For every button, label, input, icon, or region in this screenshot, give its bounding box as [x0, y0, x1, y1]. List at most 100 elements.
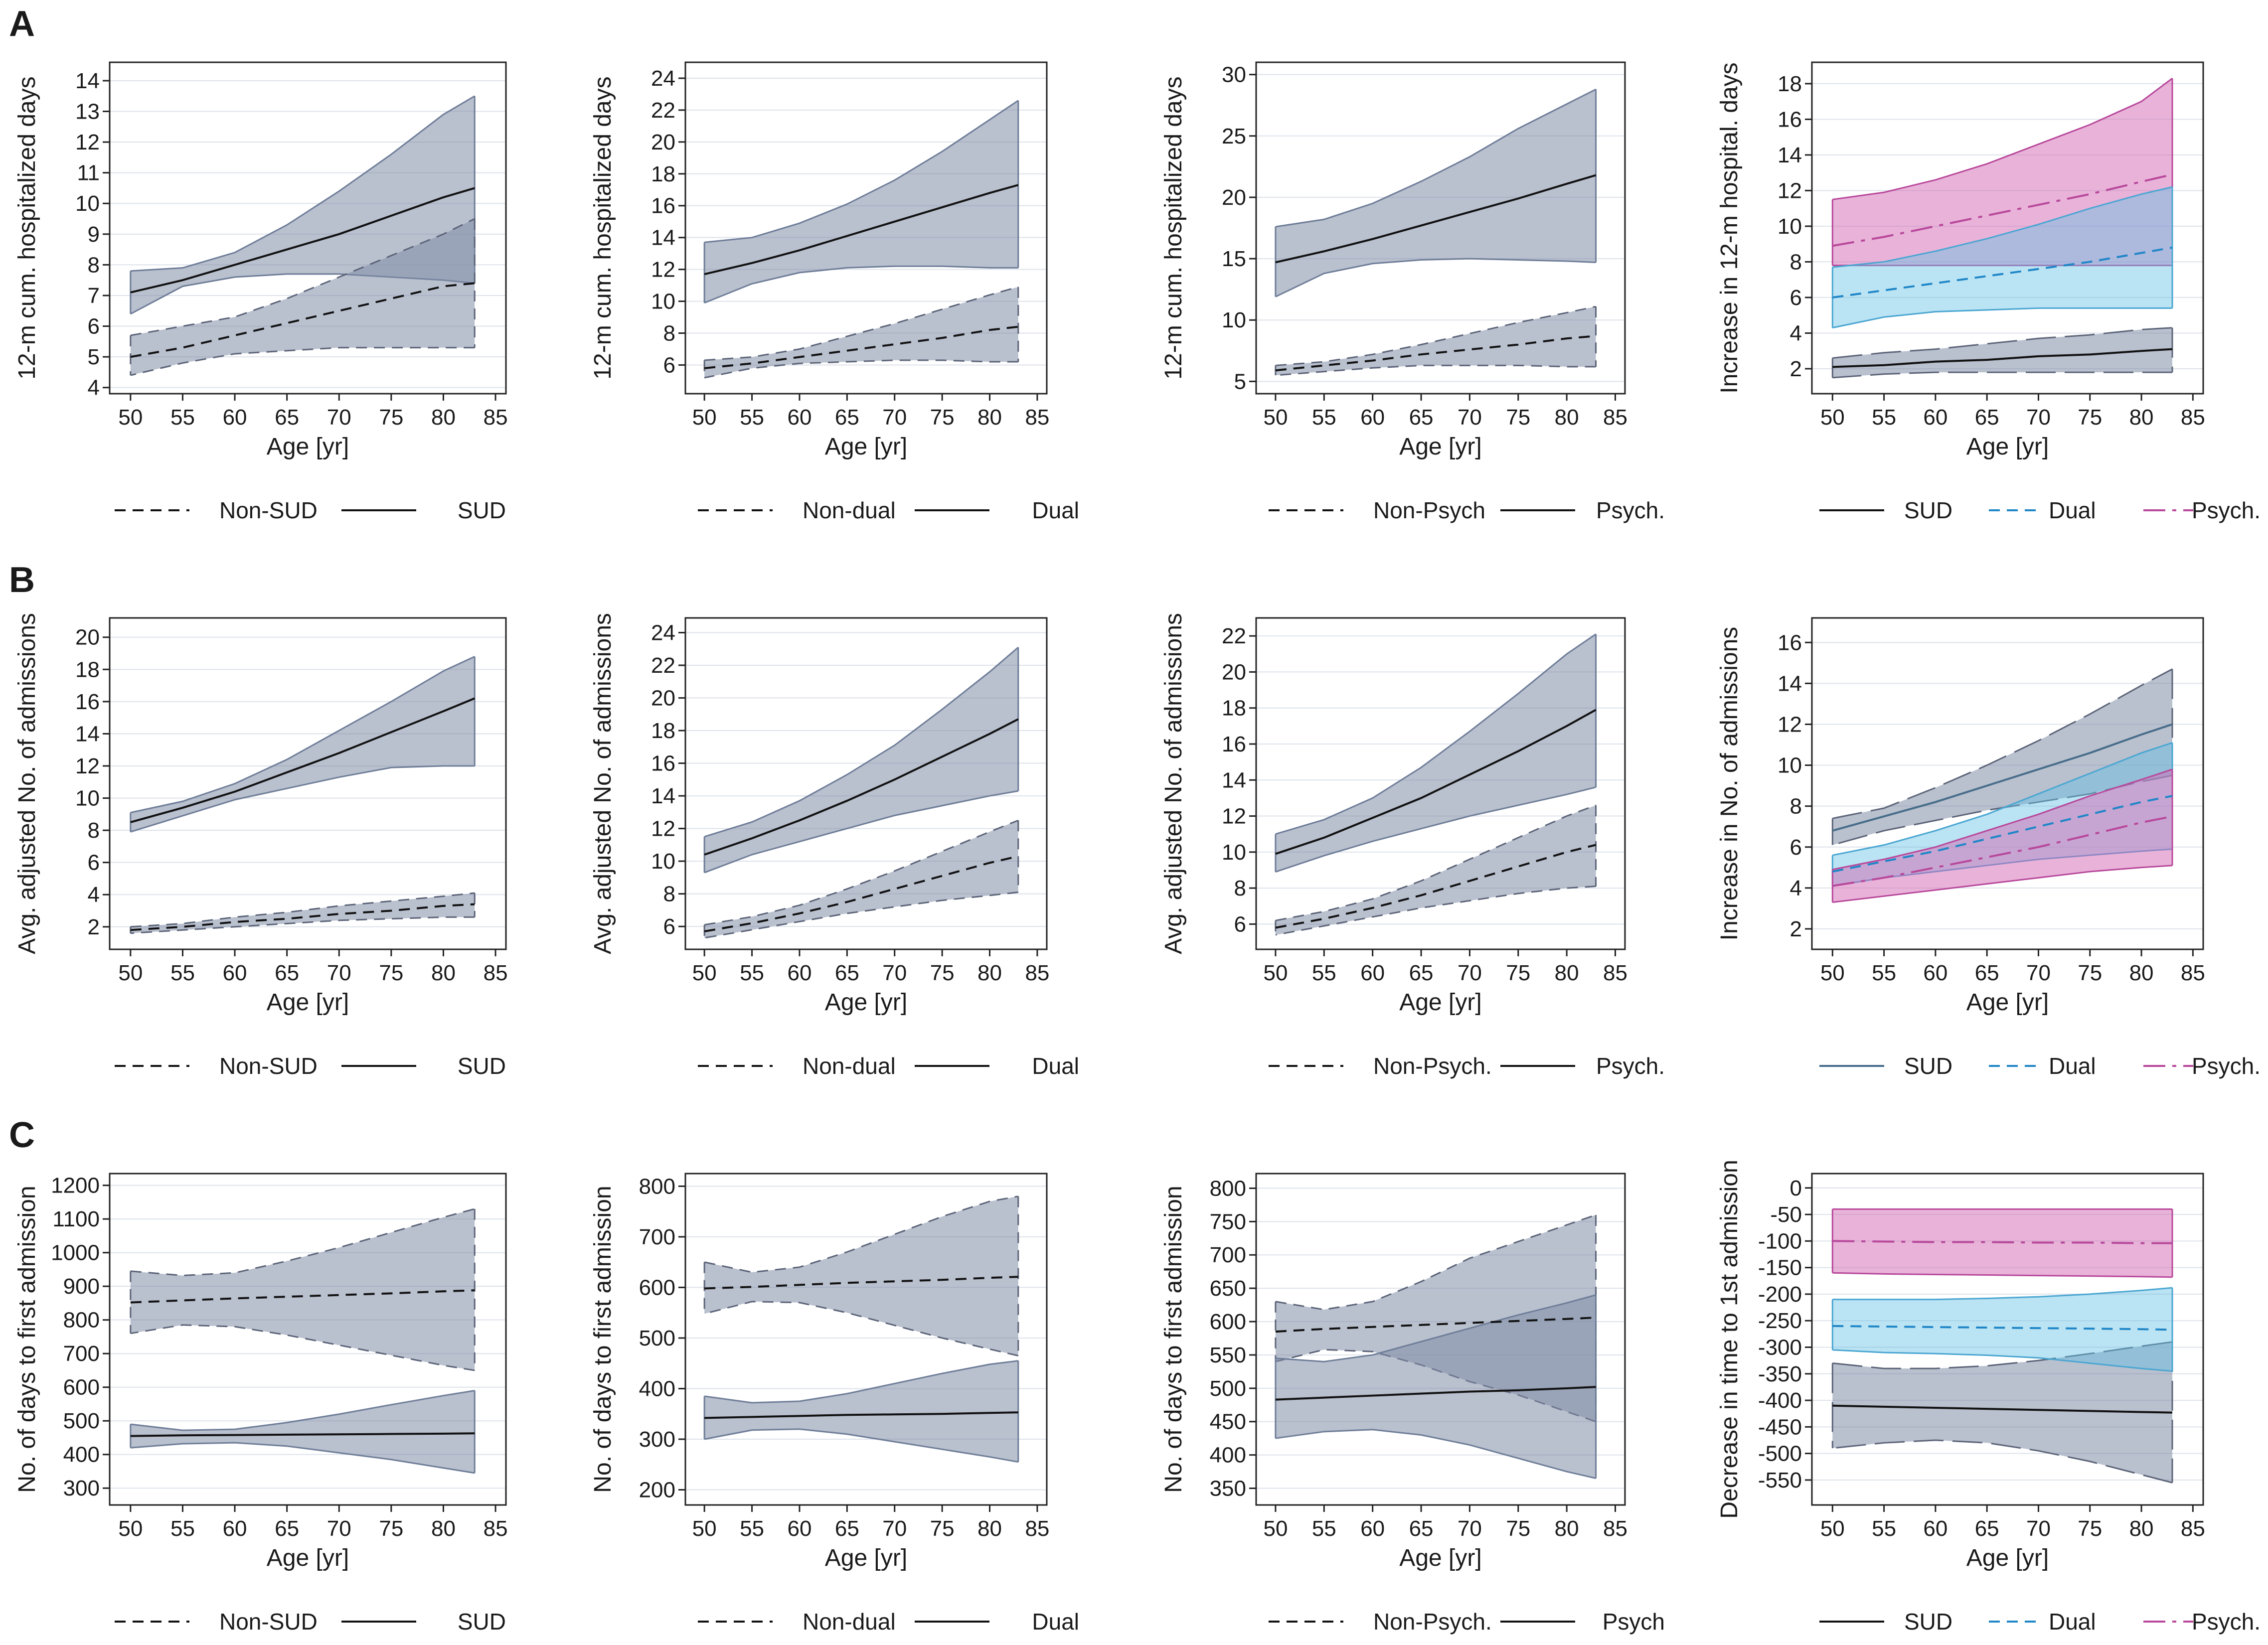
- plot-frame: [109, 617, 507, 950]
- band-lower-edge: [704, 891, 1018, 939]
- x-axis-label: Age [yr]: [1966, 989, 2049, 1016]
- y-tick-label: 22: [651, 653, 675, 678]
- x-tick-label: 70: [882, 1516, 907, 1541]
- confidence-band-sud: [1832, 327, 2173, 378]
- y-tick-label: 14: [1778, 143, 1802, 167]
- band-upper-edge: [704, 646, 1019, 838]
- x-tick-label: 55: [170, 961, 195, 985]
- panel-1-1: 6 8 10 12 14 16 18 20 22 24 50 55 60 65 70 75 80 85 Age [y…: [590, 613, 1079, 1079]
- x-tick-label: 85: [1025, 1516, 1049, 1541]
- legend-label: Psych.: [2192, 1609, 2261, 1635]
- x-tick-label: 55: [170, 405, 195, 430]
- x-tick-label: 80: [977, 961, 1002, 985]
- y-tick-label: 18: [1778, 72, 1802, 96]
- x-tick-label: 80: [431, 1516, 456, 1541]
- series-line-sud: [1832, 723, 2173, 832]
- y-axis-label: No. of days to first admission: [590, 1186, 616, 1493]
- band-upper-edge: [130, 656, 475, 814]
- x-axis-label: Age [yr]: [267, 434, 349, 460]
- x-tick-label: 70: [2026, 961, 2051, 985]
- series-line-sud: [130, 187, 475, 294]
- confidence-band-sud: [1832, 1342, 2173, 1483]
- series-line-dual: [704, 718, 1019, 856]
- plot-frame: [109, 1173, 507, 1506]
- confidence-band-dual: [1832, 1288, 2173, 1371]
- y-tick-label: 800: [1210, 1176, 1246, 1200]
- data-layer: [130, 656, 476, 934]
- y-tick-label: 9: [88, 222, 100, 247]
- y-tick-label: 10: [1222, 840, 1246, 865]
- x-tick-label: 80: [2129, 1516, 2154, 1541]
- x-tick-label: 65: [275, 1516, 299, 1541]
- legend-label: Non-SUD: [219, 1053, 318, 1079]
- x-tick-label: 80: [2129, 405, 2154, 430]
- legend-label: Dual: [2049, 1609, 2096, 1635]
- x-tick-label: 80: [2129, 961, 2154, 985]
- x-tick-label: 55: [170, 1516, 195, 1541]
- y-axis-label: 12-m cum. hospitalized days: [14, 76, 40, 379]
- x-tick-label: 65: [835, 961, 859, 985]
- x-tick-label: 50: [692, 1516, 717, 1541]
- x-tick-label: 55: [1872, 961, 1896, 985]
- x-tick-label: 70: [1458, 961, 1482, 985]
- plot-frame: [684, 61, 1048, 395]
- series-line-dual: [704, 184, 1019, 276]
- y-tick-label: 400: [63, 1443, 100, 1467]
- band-lower-edge: [704, 790, 1019, 874]
- confidence-band-dual: [704, 647, 1018, 873]
- band-upper-edge: [704, 100, 1019, 243]
- x-tick-label: 60: [223, 961, 247, 985]
- band-lower-edge: [1275, 886, 1596, 936]
- x-tick-label: 85: [2181, 1516, 2205, 1541]
- series-line-sud: [1832, 348, 2173, 368]
- x-tick-label: 70: [327, 961, 351, 985]
- band-upper-edge: [130, 95, 475, 272]
- confidence-band-psych-: [1275, 634, 1596, 872]
- band-upper-edge: [704, 286, 1019, 361]
- y-tick-label: 10: [75, 786, 100, 811]
- legend: SUD Dual Psych.: [1819, 497, 2261, 523]
- legend-label: Non-dual: [803, 497, 896, 523]
- series-line-non-dual: [704, 855, 1019, 932]
- x-tick-label: 60: [787, 961, 811, 985]
- band-lower-edge: [1275, 364, 1596, 376]
- y-tick-label: 800: [63, 1308, 100, 1333]
- y-tick-label: 24: [651, 66, 675, 91]
- series-line-psych-: [1275, 709, 1597, 855]
- y-tick-label: 6: [663, 353, 675, 377]
- y-tick-label: 16: [651, 751, 675, 776]
- series-line-non-dual: [704, 1276, 1018, 1290]
- legend: Non-dual Dual: [698, 497, 1079, 523]
- y-tick-label: 22: [651, 98, 675, 123]
- x-tick-label: 85: [484, 961, 508, 985]
- x-tick-label: 60: [223, 1516, 247, 1541]
- y-tick-label: 16: [75, 690, 100, 714]
- x-tick-label: 60: [787, 405, 811, 430]
- x-tick-label: 50: [118, 405, 143, 430]
- plot-frame: [1255, 61, 1626, 395]
- x-tick-label: 70: [1458, 405, 1482, 430]
- band-lower-edge: [1832, 865, 2173, 903]
- x-tick-label: 60: [1923, 1516, 1947, 1541]
- y-tick-label: 1000: [51, 1241, 100, 1265]
- legend-label: Dual: [2049, 497, 2096, 523]
- y-tick-label: -550: [1758, 1468, 1802, 1493]
- x-tick-label: 85: [1603, 405, 1627, 430]
- confidence-band-sud: [1832, 669, 2173, 845]
- x-axis-label: Age [yr]: [1966, 434, 2049, 460]
- x-tick-label: 60: [787, 1516, 811, 1541]
- x-axis-label: Age [yr]: [267, 1545, 349, 1571]
- x-tick-label: 70: [327, 1516, 351, 1541]
- series-line-non-sud: [130, 903, 475, 931]
- legend-label: SUD: [1904, 497, 1952, 523]
- y-tick-label: 800: [639, 1174, 675, 1198]
- band-lower-edge: [130, 1324, 475, 1371]
- y-tick-label: 6: [88, 314, 100, 339]
- x-tick-label: 50: [692, 961, 717, 985]
- plot-frame: [1255, 617, 1626, 950]
- y-tick-label: 10: [1778, 753, 1802, 778]
- y-tick-label: 300: [639, 1427, 675, 1452]
- x-tick-label: 85: [1025, 405, 1049, 430]
- y-tick-label: 10: [651, 290, 675, 314]
- series-line-dual: [1832, 795, 2173, 873]
